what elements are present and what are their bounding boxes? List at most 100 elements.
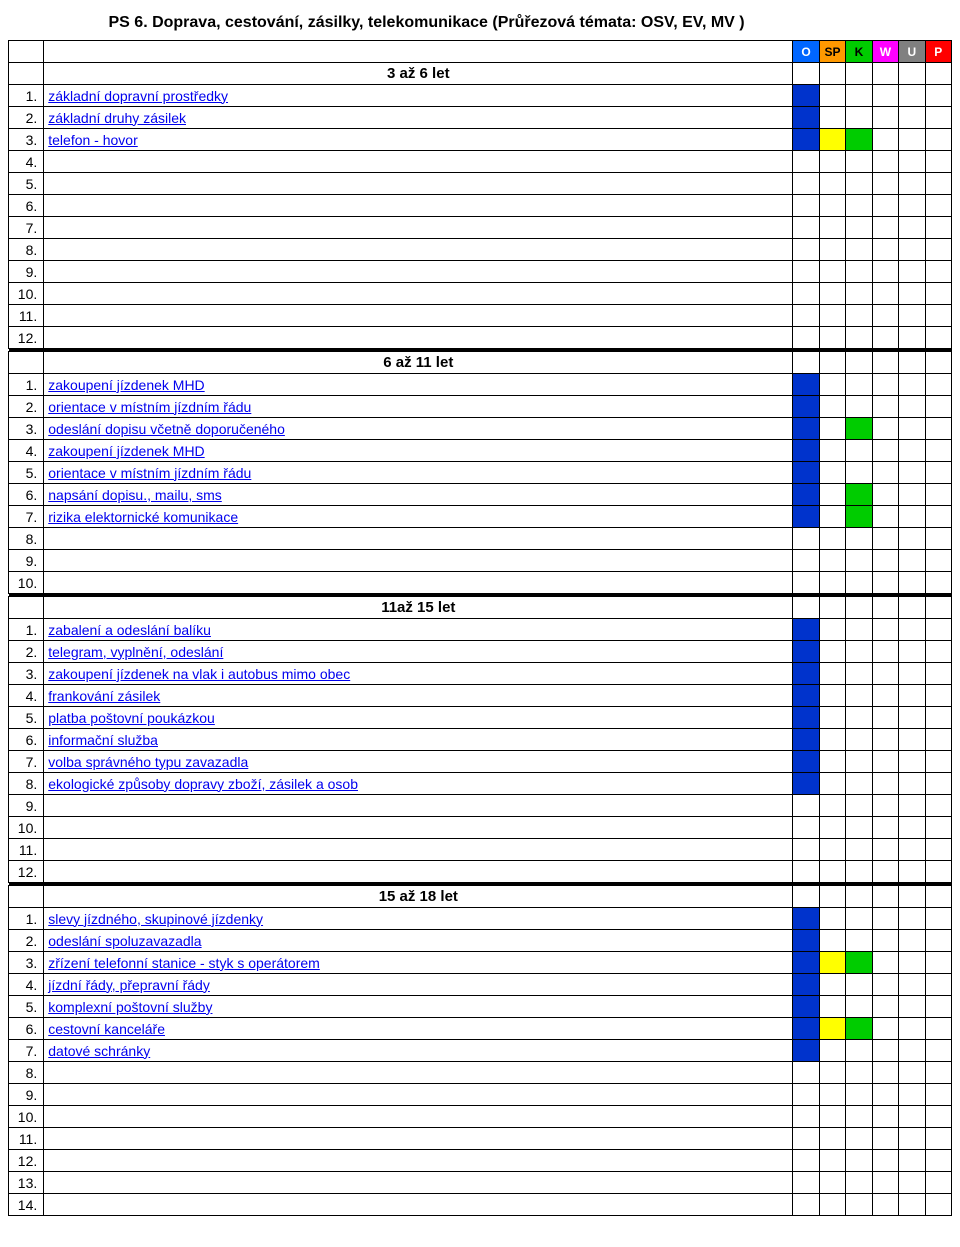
row-number: 7. bbox=[9, 506, 44, 528]
mark-w bbox=[872, 1018, 898, 1040]
mark-p bbox=[925, 129, 951, 151]
mark-o bbox=[793, 107, 819, 129]
mark-sp bbox=[819, 572, 845, 594]
section-header-num bbox=[9, 352, 44, 374]
mark-o bbox=[793, 685, 819, 707]
section-header-mark bbox=[793, 352, 819, 374]
table-row: 9. bbox=[9, 1084, 952, 1106]
mark-u bbox=[899, 283, 925, 305]
mark-o bbox=[793, 1040, 819, 1062]
legend-sp: SP bbox=[819, 41, 845, 63]
mark-p bbox=[925, 930, 951, 952]
table-row: 7.rizika elektornické komunikace bbox=[9, 506, 952, 528]
mark-k bbox=[846, 107, 872, 129]
row-number: 2. bbox=[9, 641, 44, 663]
mark-u bbox=[899, 663, 925, 685]
section-header-mark bbox=[872, 352, 898, 374]
mark-sp bbox=[819, 729, 845, 751]
row-text: odeslání dopisu včetně doporučeného bbox=[44, 418, 793, 440]
mark-k bbox=[846, 129, 872, 151]
mark-p bbox=[925, 462, 951, 484]
mark-sp bbox=[819, 550, 845, 572]
mark-o bbox=[793, 839, 819, 861]
mark-o bbox=[793, 261, 819, 283]
row-number: 10. bbox=[9, 817, 44, 839]
mark-o bbox=[793, 129, 819, 151]
mark-w bbox=[872, 974, 898, 996]
mark-u bbox=[899, 440, 925, 462]
legend-num-cell bbox=[9, 41, 44, 63]
row-text: zakoupení jízdenek MHD bbox=[44, 374, 793, 396]
mark-sp bbox=[819, 239, 845, 261]
section-header-label: 3 až 6 let bbox=[44, 63, 793, 85]
table-row: 6. bbox=[9, 195, 952, 217]
mark-sp bbox=[819, 707, 845, 729]
mark-o bbox=[793, 773, 819, 795]
mark-o bbox=[793, 305, 819, 327]
mark-k bbox=[846, 861, 872, 883]
mark-o bbox=[793, 1018, 819, 1040]
row-number: 8. bbox=[9, 773, 44, 795]
table-row: 6.informační služba bbox=[9, 729, 952, 751]
row-text bbox=[44, 239, 793, 261]
mark-sp bbox=[819, 484, 845, 506]
mark-w bbox=[872, 641, 898, 663]
mark-w bbox=[872, 1128, 898, 1150]
section-header-mark bbox=[925, 352, 951, 374]
row-text: komplexní poštovní služby bbox=[44, 996, 793, 1018]
mark-k bbox=[846, 908, 872, 930]
section-header-mark bbox=[793, 886, 819, 908]
mark-w bbox=[872, 217, 898, 239]
mark-o bbox=[793, 85, 819, 107]
row-number: 3. bbox=[9, 129, 44, 151]
mark-p bbox=[925, 1084, 951, 1106]
mark-u bbox=[899, 129, 925, 151]
mark-w bbox=[872, 663, 898, 685]
section-header-mark bbox=[846, 352, 872, 374]
mark-u bbox=[899, 1018, 925, 1040]
mark-sp bbox=[819, 418, 845, 440]
section-header-mark bbox=[793, 597, 819, 619]
section-header: 6 až 11 let bbox=[9, 352, 952, 374]
mark-w bbox=[872, 619, 898, 641]
mark-p bbox=[925, 1018, 951, 1040]
mark-k bbox=[846, 1062, 872, 1084]
mark-w bbox=[872, 707, 898, 729]
row-text: informační služba bbox=[44, 729, 793, 751]
row-text: zakoupení jízdenek MHD bbox=[44, 440, 793, 462]
mark-w bbox=[872, 729, 898, 751]
table-row: 7.volba správného typu zavazadla bbox=[9, 751, 952, 773]
row-number: 2. bbox=[9, 930, 44, 952]
section-header-mark bbox=[819, 63, 845, 85]
mark-p bbox=[925, 305, 951, 327]
mark-w bbox=[872, 85, 898, 107]
mark-k bbox=[846, 707, 872, 729]
mark-o bbox=[793, 1150, 819, 1172]
mark-k bbox=[846, 1150, 872, 1172]
mark-k bbox=[846, 641, 872, 663]
mark-w bbox=[872, 462, 898, 484]
mark-u bbox=[899, 974, 925, 996]
mark-w bbox=[872, 484, 898, 506]
mark-w bbox=[872, 1150, 898, 1172]
mark-p bbox=[925, 283, 951, 305]
mark-u bbox=[899, 506, 925, 528]
table-row: 13. bbox=[9, 1172, 952, 1194]
row-number: 14. bbox=[9, 1194, 44, 1216]
mark-u bbox=[899, 1040, 925, 1062]
mark-o bbox=[793, 572, 819, 594]
mark-p bbox=[925, 550, 951, 572]
mark-p bbox=[925, 484, 951, 506]
mark-p bbox=[925, 107, 951, 129]
mark-o bbox=[793, 1128, 819, 1150]
mark-p bbox=[925, 773, 951, 795]
mark-w bbox=[872, 440, 898, 462]
mark-k bbox=[846, 327, 872, 349]
mark-p bbox=[925, 685, 951, 707]
mark-u bbox=[899, 462, 925, 484]
mark-u bbox=[899, 795, 925, 817]
section-header-mark bbox=[872, 597, 898, 619]
mark-o bbox=[793, 151, 819, 173]
mark-w bbox=[872, 418, 898, 440]
mark-p bbox=[925, 261, 951, 283]
